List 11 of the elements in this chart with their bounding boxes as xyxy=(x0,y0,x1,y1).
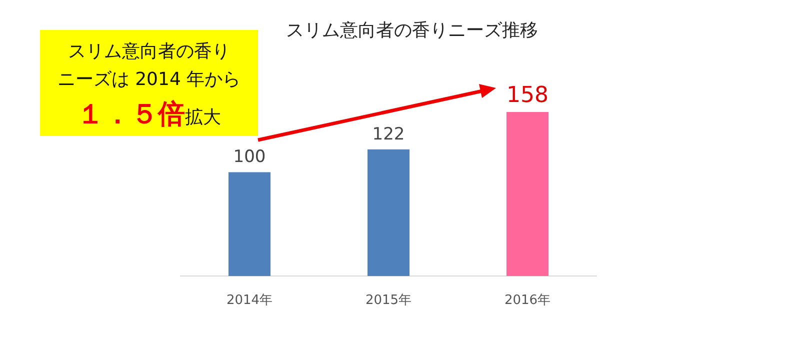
data-label: 122 xyxy=(372,124,405,144)
text: スリム意向者の香り xyxy=(68,41,230,62)
x-tick-label: 2015年 xyxy=(365,293,412,308)
text: ニーズは 2014 年から xyxy=(57,69,241,90)
chart-title: スリム意向者の香りニーズ推移 xyxy=(286,20,538,41)
x-tick-label: 2016年 xyxy=(504,293,551,308)
data-label: 158 xyxy=(506,83,548,108)
annotation: 拡大 xyxy=(185,107,221,128)
x-tick-label: 2014年 xyxy=(226,293,273,308)
data-label: 100 xyxy=(233,147,266,168)
annotation: １．５倍 xyxy=(77,99,185,130)
